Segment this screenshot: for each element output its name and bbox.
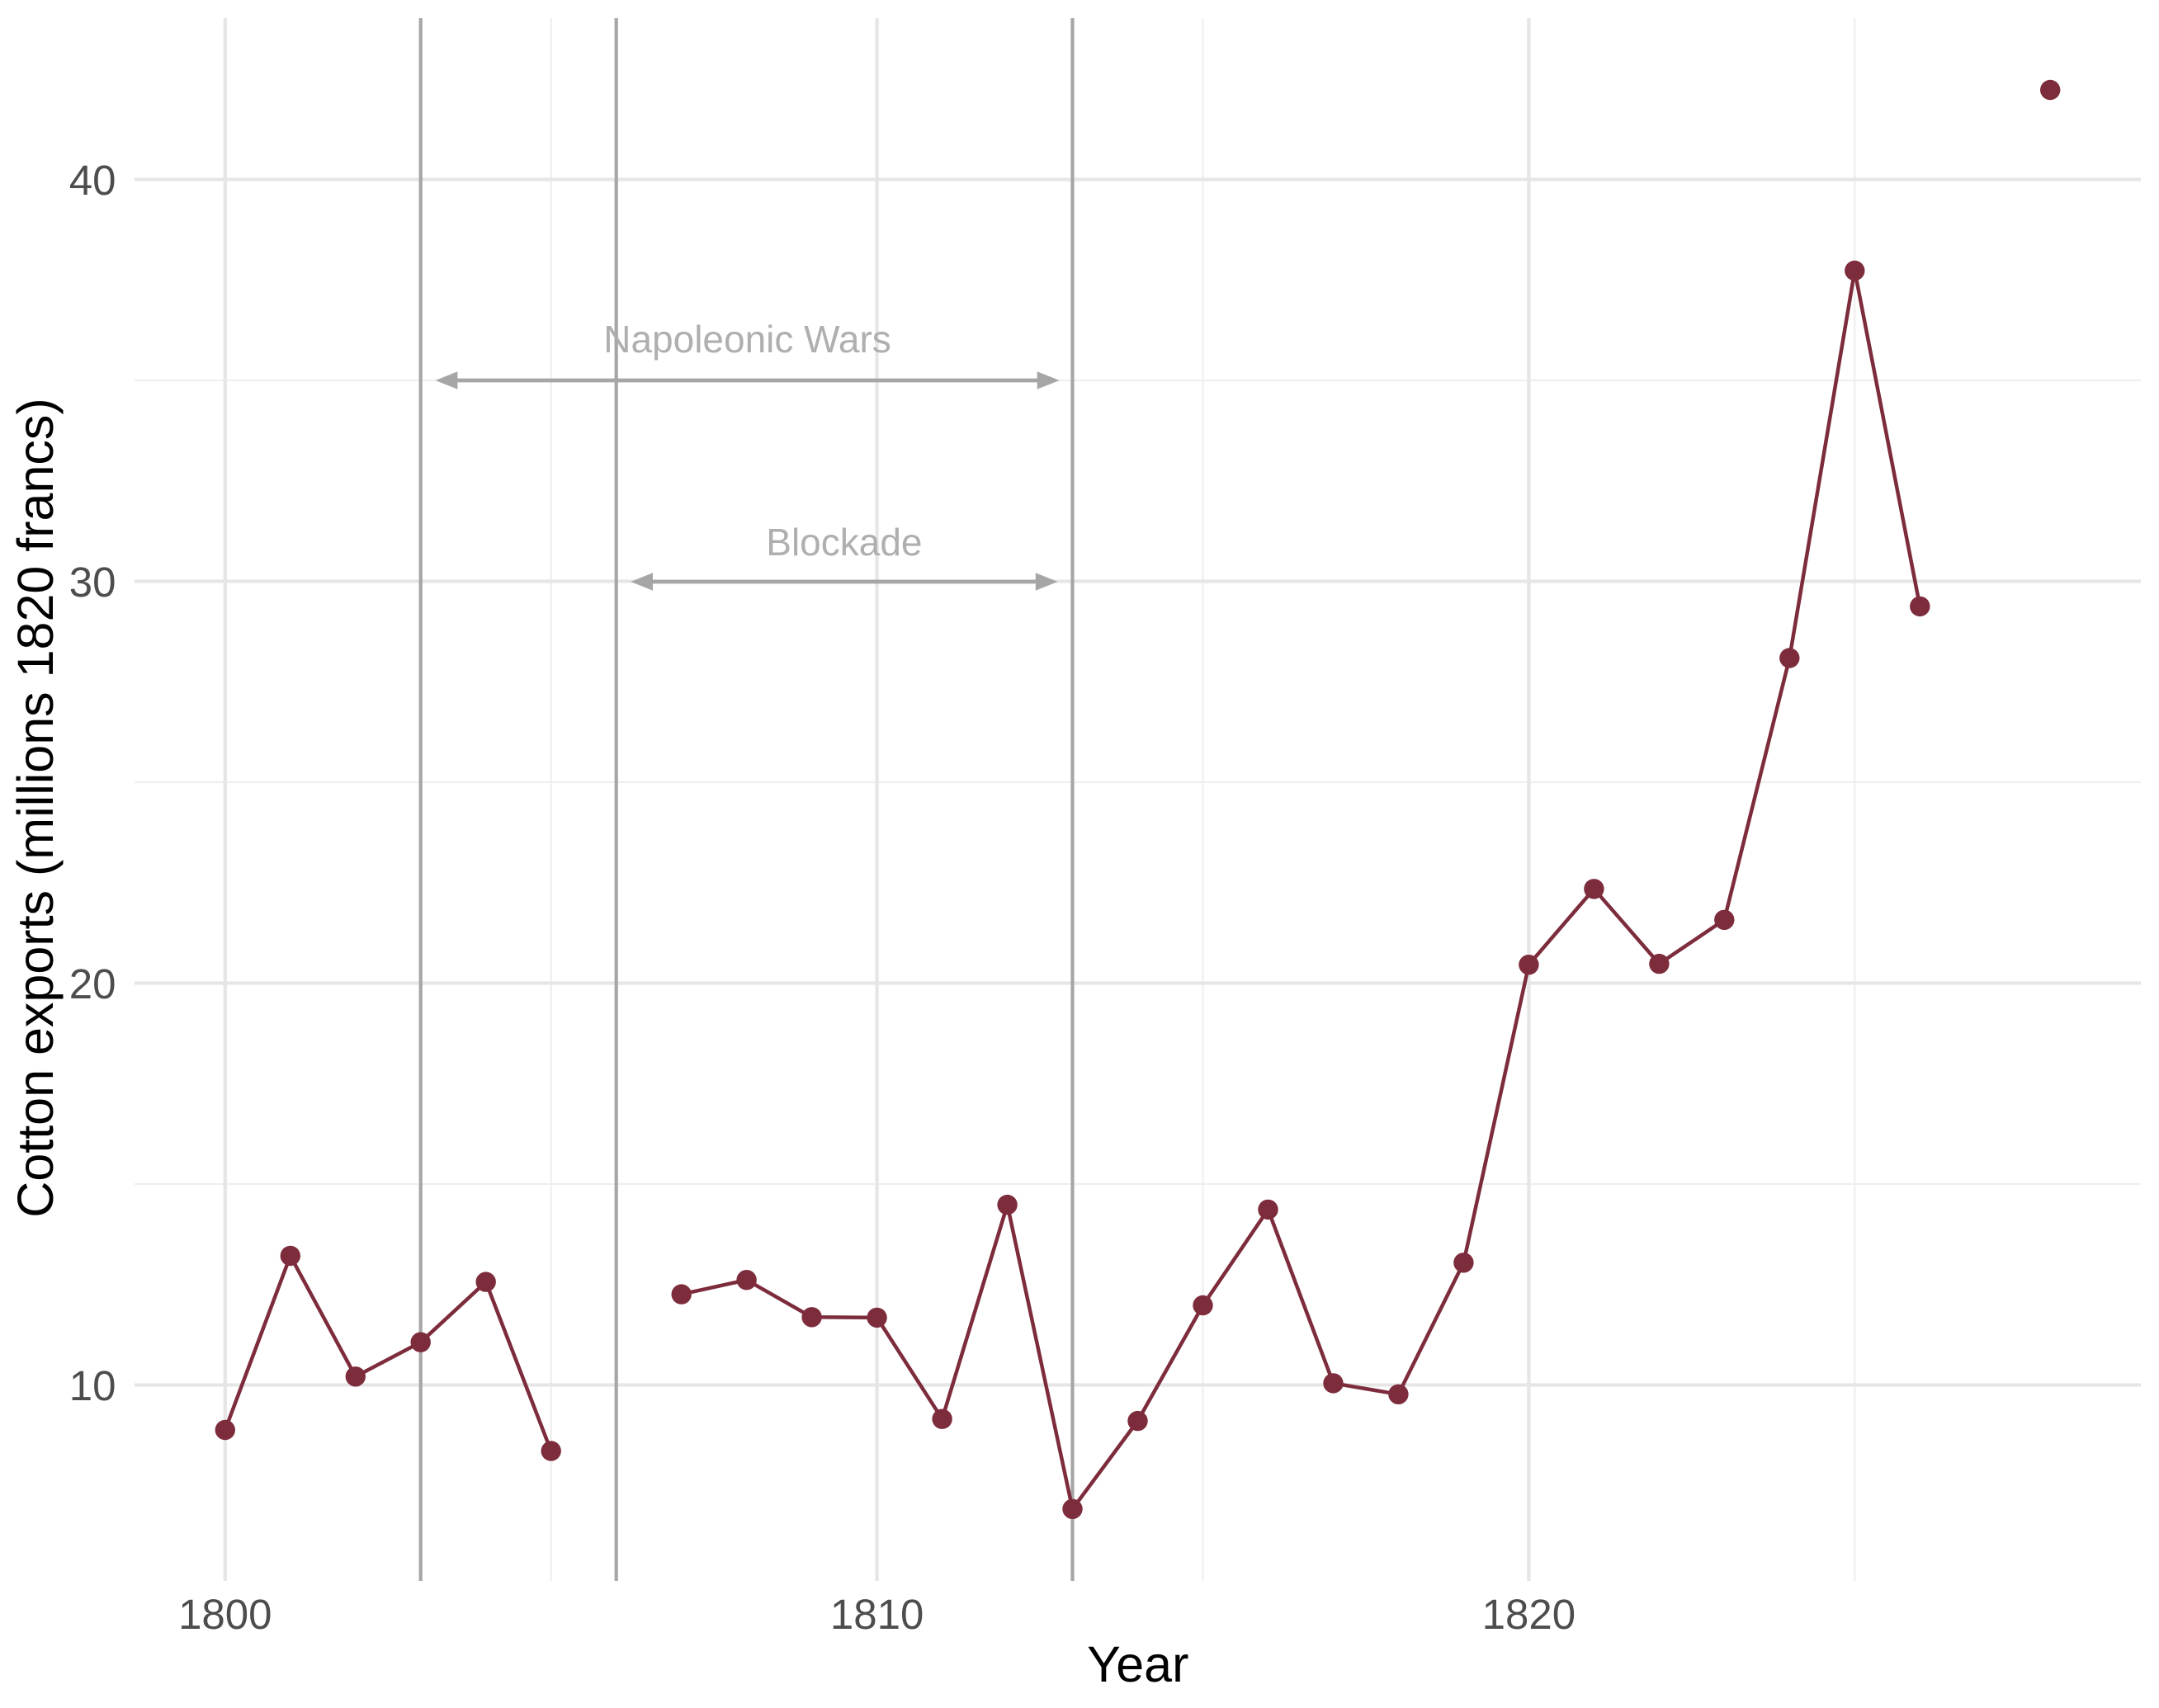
svg-text:1800: 1800 — [178, 1591, 272, 1638]
svg-text:1820: 1820 — [1482, 1591, 1576, 1638]
svg-text:Cotton exports (millions 1820: Cotton exports (millions 1820 francs) — [7, 398, 64, 1217]
svg-text:1810: 1810 — [830, 1591, 924, 1638]
svg-text:20: 20 — [69, 960, 116, 1007]
svg-text:Blockade: Blockade — [766, 521, 922, 564]
svg-text:30: 30 — [69, 559, 116, 606]
svg-text:Napoleonic Wars: Napoleonic Wars — [603, 318, 891, 361]
svg-text:Year: Year — [1087, 1636, 1188, 1692]
svg-text:40: 40 — [69, 157, 116, 204]
svg-text:10: 10 — [69, 1362, 116, 1409]
